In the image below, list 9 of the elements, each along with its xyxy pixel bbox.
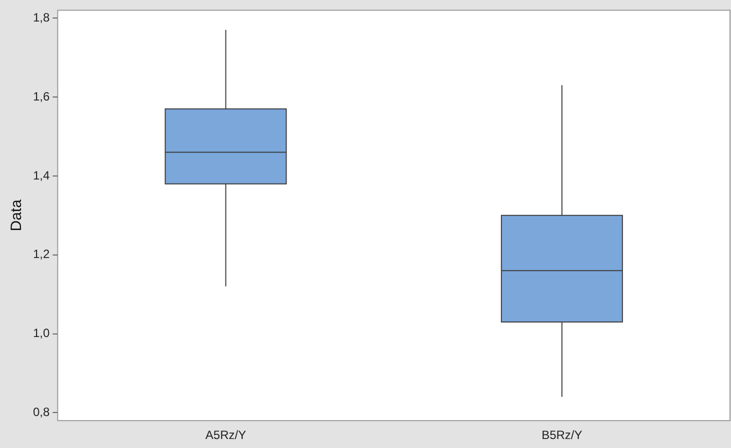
y-tick-label: 1,0	[32, 326, 50, 340]
x-tick-label: A5Rz/Y	[205, 428, 246, 442]
y-tick-label: 1,8	[32, 10, 50, 24]
y-tick-label: 0,8	[32, 405, 50, 420]
y-tick-label: 1,6	[32, 89, 50, 104]
y-tick-label: 1,4	[32, 168, 50, 182]
x-tick-label: B5Rz/Y	[542, 428, 582, 442]
y-tick-label: 1,2	[32, 247, 50, 262]
y-axis-title: Data	[8, 198, 26, 232]
